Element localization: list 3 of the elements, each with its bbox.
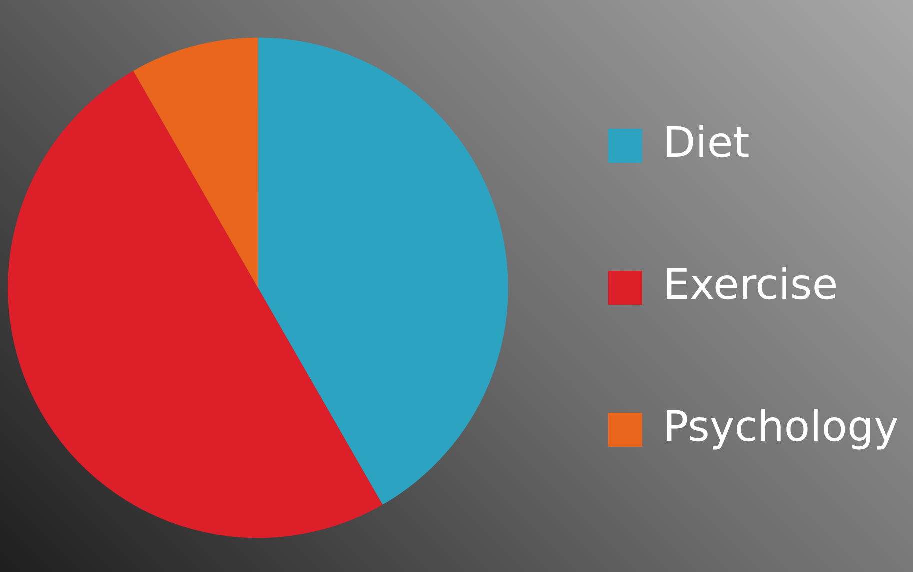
legend-label: Diet [663, 118, 750, 167]
legend-label: Exercise [663, 260, 838, 309]
legend-label: Psychology [663, 402, 900, 451]
